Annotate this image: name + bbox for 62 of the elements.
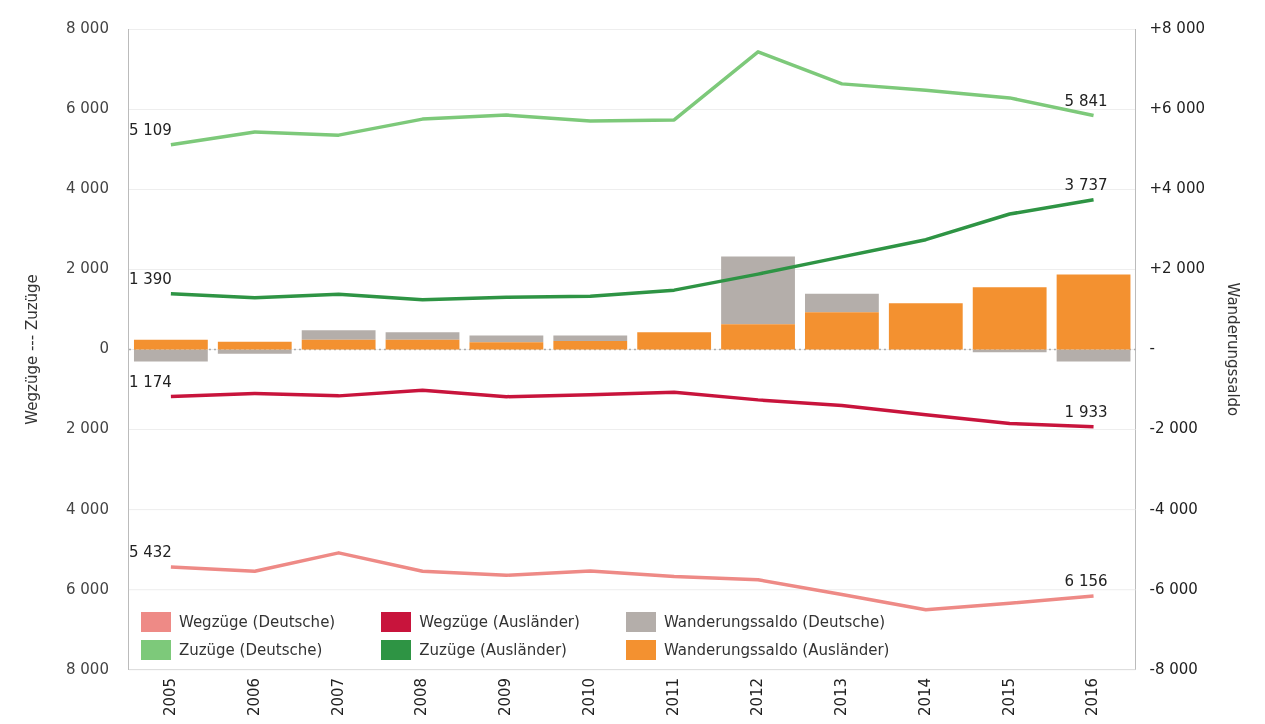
bar [469, 335, 544, 343]
x-tick-label: 2015 [999, 677, 1018, 717]
x-tick-label: 2009 [496, 677, 515, 717]
data-label: 1 933 [1064, 403, 1108, 422]
y2-tick-label: +2 000 [1149, 259, 1206, 278]
legend-label: Zuzüge (Ausländer) [419, 640, 567, 659]
legend-label: Wanderungssaldo (Ausländer) [663, 640, 890, 659]
bar [721, 324, 795, 350]
data-label: 6 156 [1064, 572, 1108, 591]
y2-axis-title: Wanderungssaldo [1224, 282, 1243, 417]
data-label: 5 841 [1064, 91, 1108, 110]
y2-tick-label: -4 000 [1149, 499, 1198, 518]
x-tick-label: 2007 [328, 677, 347, 717]
bar [217, 349, 292, 354]
legend-label: Wanderungssaldo (Deutsche) [663, 612, 886, 631]
legend-label: Wegzüge (Ausländer) [419, 612, 580, 631]
data-label: 5 432 [128, 543, 172, 562]
y2-tick-label: -2 000 [1149, 419, 1198, 438]
bar [301, 339, 376, 350]
x-tick-label: 2006 [244, 677, 263, 717]
bar [721, 256, 795, 325]
data-label: 1 390 [128, 270, 172, 289]
y-tick-label: 6 000 [65, 98, 109, 117]
bar [133, 339, 208, 350]
y-tick-label: 4 000 [65, 179, 109, 198]
bar [805, 293, 879, 313]
bar [553, 335, 628, 341]
x-tick-label: 2005 [160, 677, 179, 717]
bar [217, 341, 292, 350]
x-tick-label: 2011 [664, 677, 683, 717]
x-tick-label: 2014 [915, 677, 934, 717]
bar [888, 303, 963, 350]
x-tick-label: 2013 [831, 677, 850, 717]
bar [301, 330, 376, 340]
bar [637, 332, 712, 350]
y2-tick-label: -8 000 [1149, 659, 1198, 678]
bar [553, 341, 628, 350]
bar [1056, 274, 1131, 350]
y-tick-label: 8 000 [65, 18, 109, 37]
bar [972, 287, 1047, 350]
y-axis-title: Wegzüge --- Zuzüge [22, 274, 41, 425]
x-tick-label: 2010 [580, 677, 599, 717]
legend-label: Wegzüge (Deutsche) [178, 612, 336, 631]
y-tick-label: 2 000 [65, 259, 109, 278]
y2-tick-label: +8 000 [1149, 18, 1206, 37]
bar [385, 339, 460, 350]
bar [805, 312, 879, 350]
y2-tick-label: +4 000 [1149, 179, 1206, 198]
legend-label: Zuzüge (Deutsche) [178, 640, 323, 659]
data-label: 1 174 [128, 372, 172, 391]
bar [385, 332, 460, 340]
x-tick-label: 2016 [1083, 677, 1102, 717]
y2-tick-label: +6 000 [1149, 98, 1206, 117]
data-label: 5 109 [128, 121, 172, 140]
data-label: 3 737 [1064, 176, 1108, 195]
x-tick-label: 2012 [747, 677, 766, 717]
y2-tick-label: - [1149, 339, 1155, 358]
x-tick-label: 2008 [412, 677, 431, 717]
bar [469, 342, 544, 350]
y2-tick-label: -6 000 [1149, 579, 1198, 598]
y-tick-label: 0 [99, 339, 109, 358]
bar [972, 349, 1047, 353]
